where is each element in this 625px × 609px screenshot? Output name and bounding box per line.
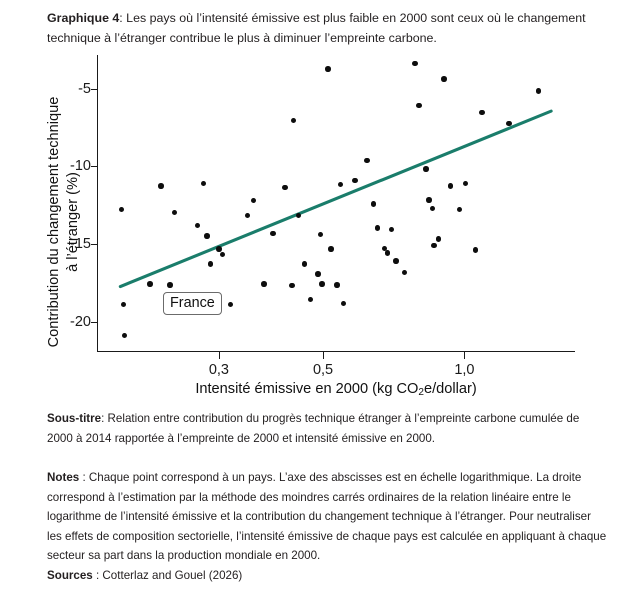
x-tick-mark xyxy=(218,352,220,359)
notes-note: Notes : Chaque point correspond à un pay… xyxy=(47,468,607,566)
scatter-point xyxy=(423,166,429,172)
scatter-point xyxy=(307,297,314,303)
scatter-point xyxy=(374,225,380,231)
scatter-point xyxy=(325,66,331,72)
scatter-point xyxy=(315,271,321,277)
y-tick-mark xyxy=(91,244,98,246)
figure-title: Graphique 4: Les pays où l’intensité émi… xyxy=(47,8,603,48)
x-axis-title: Intensité émissive en 2000 (kg CO2e/doll… xyxy=(97,381,575,398)
scatter-point xyxy=(340,300,346,307)
scatter-point xyxy=(370,201,377,207)
chart-figure: -5 -10 -15 -20 0,3 0,5 1,0 Intensité émissive… xyxy=(0,55,625,400)
scatter-point xyxy=(506,120,512,127)
scatter-point xyxy=(426,197,432,203)
scatter-point xyxy=(291,117,297,124)
y-tick-label: -10 xyxy=(70,158,91,175)
subtitle-lead: Sous-titre xyxy=(47,412,102,425)
scatter-point xyxy=(412,60,418,67)
scatter-point xyxy=(270,230,276,237)
scatter-point xyxy=(388,226,395,233)
y-tick-label: -20 xyxy=(70,314,91,331)
scatter-point xyxy=(401,269,408,276)
scatter-point xyxy=(171,209,177,216)
scatter-point xyxy=(250,198,256,204)
scatter-point xyxy=(204,233,210,239)
scatter-point xyxy=(536,88,542,94)
scatter-point xyxy=(328,246,334,252)
y-tick-mark xyxy=(91,166,98,168)
y-axis-title: Contribution du changement technique à l… xyxy=(45,72,83,372)
scatter-point xyxy=(429,205,436,212)
figure-title-lead: Graphique 4 xyxy=(47,11,120,25)
scatter-point xyxy=(337,181,344,188)
scatter-point xyxy=(120,301,127,308)
scatter-point xyxy=(167,282,173,288)
scatter-point xyxy=(147,281,153,287)
scatter-point xyxy=(381,245,388,252)
scatter-point xyxy=(364,157,370,163)
sources-text: : Cotterlaz and Gouel (2026) xyxy=(92,569,243,582)
sources-lead: Sources xyxy=(47,569,93,582)
y-tick-label: -5 xyxy=(78,80,91,97)
scatter-point xyxy=(441,76,447,82)
notes-text: : Chaque point correspond à un pays. L’a… xyxy=(47,471,607,562)
y-axis-title-line2: à l’étranger (%) xyxy=(65,172,81,272)
scatter-point xyxy=(158,183,164,189)
scatter-point xyxy=(479,110,485,116)
scatter-point xyxy=(219,251,225,258)
scatter-point xyxy=(194,223,201,229)
sources-note: Sources : Cotterlaz and Gouel (2026) xyxy=(47,566,607,586)
scatter-point xyxy=(216,246,222,252)
x-axis-title-before: Intensité émissive en 2000 (kg CO xyxy=(195,381,419,397)
scatter-point xyxy=(317,231,323,237)
scatter-point xyxy=(228,301,234,308)
scatter-point xyxy=(244,212,251,219)
y-tick-mark xyxy=(91,322,98,324)
scatter-point xyxy=(302,261,308,267)
scatter-point xyxy=(122,332,128,339)
x-tick-label: 0,3 xyxy=(208,362,229,378)
regression-line-layer xyxy=(118,109,553,289)
x-tick-label: 0,5 xyxy=(312,362,334,378)
regression-line xyxy=(118,109,553,289)
y-tick-label: -15 xyxy=(70,236,91,253)
scatter-point xyxy=(462,180,469,187)
scatter-point xyxy=(472,247,479,253)
scatter-point xyxy=(200,180,207,187)
y-axis-title-line1: Contribution du changement technique xyxy=(46,96,62,348)
subtitle-note: Sous-titre: Relation entre contribution … xyxy=(47,409,607,448)
scatter-point xyxy=(416,102,422,109)
scatter-point xyxy=(319,281,325,287)
scatter-point xyxy=(295,212,302,219)
scatter-point xyxy=(261,281,267,287)
scatter-point xyxy=(448,183,454,189)
subtitle-text: : Relation entre contribution du progrès… xyxy=(47,412,580,445)
scatter-point xyxy=(384,250,391,256)
scatter-point xyxy=(282,184,288,191)
scatter-point xyxy=(352,177,358,184)
plot-area xyxy=(97,55,575,352)
scatter-point xyxy=(334,282,340,288)
x-axis-title-subscript: 2 xyxy=(418,387,424,398)
scatter-point xyxy=(118,206,125,213)
scatter-point xyxy=(431,242,437,248)
notes-lead: Notes xyxy=(47,471,80,484)
x-tick-label: 1,0 xyxy=(454,362,475,378)
x-tick-label-wrap: 1,0 xyxy=(434,361,494,379)
x-tick-label-wrap: 0,3 xyxy=(189,361,249,379)
x-axis-title-after: e/dollar) xyxy=(423,381,477,397)
scatter-point xyxy=(289,283,295,289)
scatter-point xyxy=(456,206,462,213)
scatter-point xyxy=(393,258,399,264)
x-tick-mark xyxy=(323,352,325,359)
x-tick-label-wrap: 0,5 xyxy=(293,361,353,379)
y-tick-mark xyxy=(91,88,98,90)
scatter-point xyxy=(207,261,214,267)
figure-title-text: : Les pays où l’intensité émissive est p… xyxy=(47,11,586,45)
scatter-point xyxy=(435,236,442,242)
france-annotation-label: France xyxy=(163,292,222,315)
x-tick-mark xyxy=(464,352,466,359)
